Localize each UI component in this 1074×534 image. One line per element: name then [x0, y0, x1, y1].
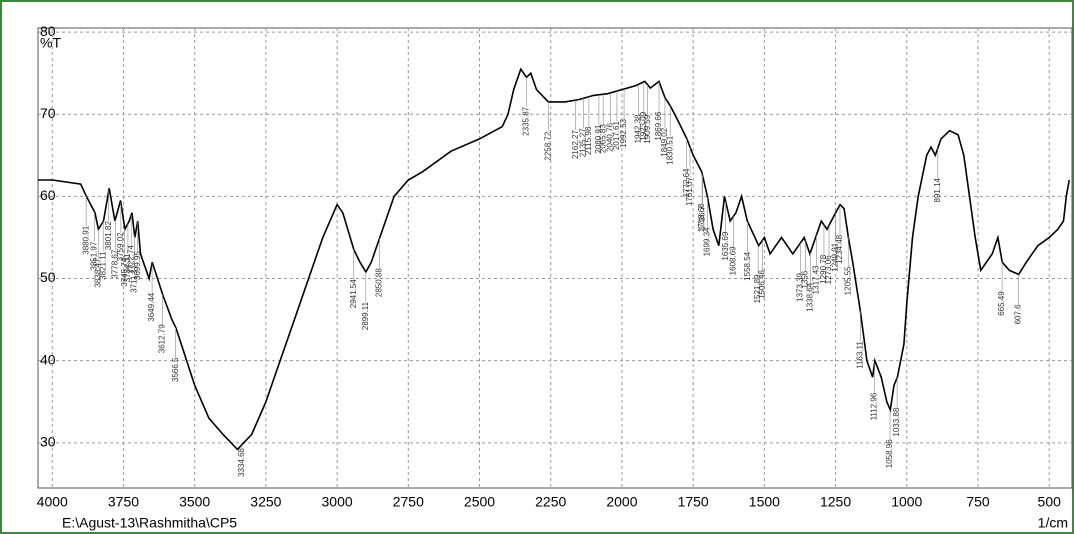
peak-label: 2941.54 — [349, 279, 358, 308]
peak-label: 1205.55 — [843, 266, 852, 295]
peak-label: 2065.83 — [598, 124, 607, 153]
peak-label: 1923.09 — [639, 111, 648, 140]
peak-label: 665.49 — [997, 291, 1006, 316]
peak-label: 3711.17 — [130, 264, 139, 293]
peak-label: 3880.91 — [81, 225, 90, 254]
peak-label: 1290.78 — [819, 254, 828, 283]
peak-label: 3838.47 — [93, 258, 102, 287]
x-tick-label: 3500 — [179, 494, 210, 510]
x-tick-label: 2500 — [464, 494, 495, 510]
peak-label: 3821.11 — [98, 251, 107, 280]
x-tick-label: 3000 — [322, 494, 353, 510]
peak-label: 3745.74 — [120, 257, 129, 286]
x-tick-label: 4000 — [37, 494, 68, 510]
peak-label: 1942.38 — [634, 114, 643, 143]
y-tick-label: 30 — [40, 434, 56, 450]
peak-label: 1112.96 — [870, 392, 879, 420]
peak-label: 1249.91 — [831, 242, 840, 271]
y-tick-label: 70 — [40, 105, 56, 121]
peak-label: 1849.02 — [660, 127, 669, 156]
peak-label: 2899.11 — [361, 301, 370, 330]
peak-label: 3722.74 — [126, 245, 135, 274]
peak-label: 1373.39 — [796, 272, 805, 301]
y-tick-label: 80 — [40, 23, 56, 39]
plot-area — [37, 27, 1073, 489]
peak-label: 2135.27 — [579, 128, 588, 157]
peak-label: 2335.87 — [521, 106, 530, 135]
peak-label: 1058.96 — [885, 439, 894, 468]
peak-label: 2115.98 — [584, 126, 593, 155]
peak-label: 1716.7 — [698, 205, 707, 230]
peak-label: 1635.69 — [721, 231, 730, 260]
peak-label: 2258.72 — [543, 131, 552, 160]
x-tick-label: 2000 — [606, 494, 637, 510]
x-tick-label: 500 — [1038, 494, 1062, 510]
peak-label: 1761.07 — [685, 177, 694, 206]
x-tick-label: 750 — [966, 494, 990, 510]
x-tick-label: 1500 — [749, 494, 780, 510]
peak-label: 1869.66 — [654, 111, 663, 140]
file-path: E:\Agust-13\Rashmitha\CP5 — [62, 515, 237, 531]
peak-label: 3566.5 — [171, 357, 180, 382]
x-axis-label: 1/cm — [1038, 515, 1068, 531]
peak-label: 3851.97 — [90, 241, 99, 270]
peak-label: 1718.68 — [697, 203, 706, 232]
peak-label: 1608.69 — [729, 246, 738, 275]
peak-label: 3801.82 — [104, 221, 113, 250]
y-tick-label: 50 — [40, 269, 56, 285]
x-tick-label: 3250 — [250, 494, 281, 510]
peak-label: 1163.11 — [855, 341, 864, 369]
peak-label: 3334.68 — [237, 447, 246, 476]
peak-label: 2162.27 — [571, 130, 580, 159]
peak-label: 3778.67 — [110, 249, 119, 278]
peak-label: 1033.88 — [892, 407, 901, 436]
x-tick-label: 1000 — [891, 494, 922, 510]
y-axis-label: %T — [40, 35, 61, 51]
peak-label: 1699.34 — [703, 227, 712, 256]
x-tick-label: 1250 — [820, 494, 851, 510]
x-tick-label: 2250 — [535, 494, 566, 510]
peak-label: 1234.48 — [835, 234, 844, 263]
peak-label: 2080.91 — [594, 124, 603, 153]
peak-label: 1521.89 — [753, 274, 762, 303]
peak-label: 3699.95 — [133, 251, 142, 280]
peak-label: 1338.64 — [805, 282, 814, 311]
peak-label: 1558.54 — [743, 251, 752, 280]
peak-label: 1909.59 — [643, 114, 652, 143]
peak-label: 1992.53 — [619, 118, 628, 147]
peak-label: 891.14 — [933, 177, 942, 202]
peak-label: 2040.76 — [605, 122, 614, 151]
peak-label: 3649.44 — [147, 292, 156, 321]
x-tick-label: 1750 — [678, 494, 709, 510]
peak-label: 607.6 — [1014, 304, 1023, 325]
peak-label: 1830.51 — [665, 135, 674, 164]
y-tick-label: 60 — [40, 187, 56, 203]
peak-label: 1273.06 — [824, 255, 833, 284]
y-tick-label: 40 — [40, 351, 56, 367]
peak-label: 2017.61 — [612, 121, 621, 150]
peak-label: 1317.43 — [812, 265, 821, 294]
peak-label: 1772.64 — [682, 168, 691, 197]
x-tick-label: 3750 — [108, 494, 139, 510]
peak-label: 1506.46 — [758, 270, 767, 299]
peak-label: 3734.31 — [123, 253, 132, 282]
peak-label: 2850.88 — [375, 268, 384, 297]
x-tick-label: 2750 — [393, 494, 424, 510]
peak-label: 3612.79 — [158, 324, 167, 353]
peak-label: 3759.02 — [116, 232, 125, 261]
peak-label: 1356 — [801, 270, 810, 288]
